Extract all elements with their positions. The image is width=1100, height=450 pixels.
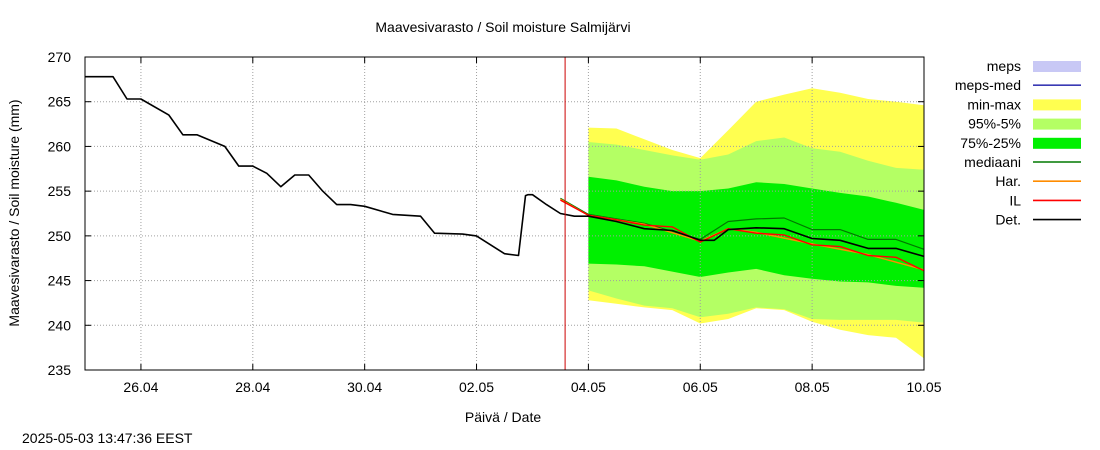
y-tick-label: 245 bbox=[48, 273, 72, 289]
legend-swatch bbox=[1033, 61, 1081, 72]
y-axis-label: Maavesivarasto / Soil moisture (mm) bbox=[6, 99, 22, 326]
line-mediaani bbox=[560, 197, 925, 250]
x-tick-label: 04.05 bbox=[571, 379, 606, 395]
x-tick-label: 08.05 bbox=[795, 379, 830, 395]
y-tick-label: 270 bbox=[48, 49, 72, 65]
y-tick-label: 235 bbox=[48, 362, 72, 378]
legend-label: 95%-5% bbox=[968, 116, 1021, 132]
y-tick-label: 240 bbox=[48, 317, 72, 333]
timestamp: 2025-05-03 13:47:36 EEST bbox=[22, 430, 193, 446]
plot-area: 235 240 245 250 255 260 265 270 26.04 28.04 30.04 0… bbox=[48, 49, 942, 395]
line-det bbox=[85, 75, 925, 258]
legend-swatch bbox=[1033, 118, 1081, 130]
legend-label: min-max bbox=[967, 96, 1021, 112]
legend-label: IL bbox=[1009, 192, 1021, 208]
x-tick-label: 06.05 bbox=[683, 379, 718, 395]
y-tick-label: 250 bbox=[48, 228, 72, 244]
x-tick-label: 10.05 bbox=[906, 379, 941, 395]
legend-label: Det. bbox=[995, 212, 1021, 228]
chart-title: Maavesivarasto / Soil moisture Salmijärv… bbox=[375, 19, 630, 35]
legend-label: Har. bbox=[995, 173, 1021, 189]
x-axis-label: Päivä / Date bbox=[465, 409, 541, 425]
legend-label: 75%-25% bbox=[960, 135, 1021, 151]
plot-frame bbox=[84, 56, 925, 371]
y-tick-label: 260 bbox=[48, 138, 72, 154]
legend: meps meps-med min-max 95%-5% 75%-25% mediaani… bbox=[955, 58, 1081, 228]
legend-swatch bbox=[1033, 99, 1081, 111]
x-tick-label: 30.04 bbox=[347, 379, 382, 395]
x-tick-label: 28.04 bbox=[235, 379, 270, 395]
legend-swatch bbox=[1033, 137, 1081, 149]
legend-label: meps-med bbox=[955, 77, 1021, 93]
x-tick-label: 26.04 bbox=[123, 379, 158, 395]
y-tick-label: 265 bbox=[48, 94, 72, 110]
x-tick-label: 02.05 bbox=[459, 379, 494, 395]
legend-label: mediaani bbox=[964, 154, 1021, 170]
line-il bbox=[560, 199, 925, 272]
y-tick-label: 255 bbox=[48, 183, 72, 199]
legend-label: meps bbox=[987, 58, 1021, 74]
